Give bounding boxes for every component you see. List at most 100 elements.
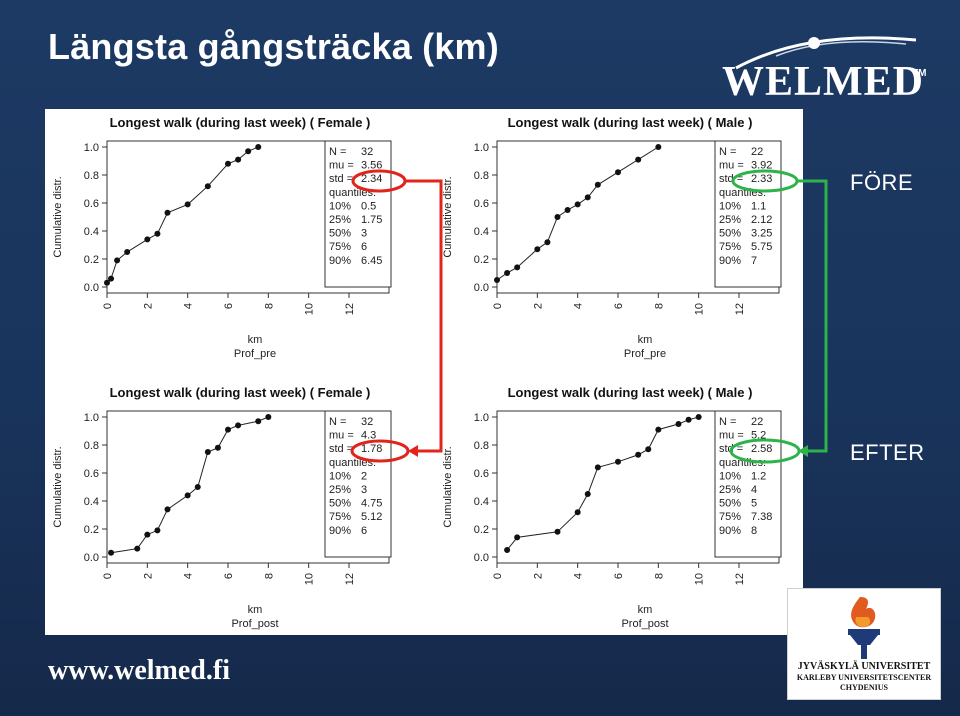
legend-key: 10% [329, 200, 351, 212]
data-point [154, 527, 161, 534]
legend-value: 7 [751, 255, 757, 267]
x-tick-label: 4 [573, 303, 585, 309]
legend-key: 75% [329, 511, 351, 523]
legend-key: 90% [329, 525, 351, 537]
chart-1: Longest walk (during last week) ( Female… [52, 115, 392, 360]
data-point [204, 183, 211, 190]
legend-key: 75% [719, 241, 741, 253]
chart-2: Longest walk (during last week) ( Male )… [442, 115, 782, 360]
legend-key: 25% [719, 214, 741, 226]
x-tick-label: 8 [653, 573, 665, 579]
x-tick-label: 0 [102, 303, 114, 309]
legend-key: 50% [329, 228, 351, 240]
university-chydenius: CHYDENIUS [839, 683, 888, 692]
legend-key: quantiles: [329, 457, 376, 469]
data-point [144, 531, 151, 538]
legend-box [324, 410, 392, 558]
legend-key: mu = [329, 160, 354, 172]
data-point [655, 426, 662, 433]
x-tick-label: 12 [734, 573, 746, 585]
x-tick-label: 2 [532, 573, 544, 579]
legend-key: std = [719, 173, 743, 185]
data-point [544, 239, 551, 246]
legend-key: quantiles: [719, 187, 766, 199]
slide-title: Längsta gångsträcka (km) [48, 26, 499, 67]
footer-url: www.welmed.fi [48, 655, 230, 686]
legend-value: 22 [751, 416, 763, 428]
data-point [685, 416, 692, 423]
legend-key: 25% [329, 214, 351, 226]
data-point [225, 426, 231, 433]
x-tick-label: 2 [142, 303, 154, 309]
data-point [265, 414, 272, 420]
welmed-logo: WELMED TM [716, 30, 946, 110]
legend-key: N = [329, 146, 346, 158]
data-point [164, 209, 171, 216]
data-point [255, 418, 262, 425]
data-point [635, 451, 642, 458]
data-point [514, 264, 521, 271]
legend-key: std = [329, 443, 353, 455]
y-tick-label: 0.4 [474, 496, 489, 508]
y-tick-label: 0.8 [474, 440, 489, 452]
data-point [108, 549, 115, 556]
x-tick-label: 10 [304, 573, 316, 585]
data-point [514, 534, 521, 541]
chart-3: Longest walk (during last week) ( Female… [52, 385, 392, 630]
y-tick-label: 0.0 [474, 282, 489, 294]
x-axis-label: km [638, 604, 653, 616]
data-point [534, 246, 541, 253]
data-point [635, 156, 642, 163]
legend-key: 75% [329, 241, 351, 253]
data-point [584, 194, 591, 201]
y-tick-label: 1.0 [474, 142, 489, 154]
y-tick-label: 0.4 [84, 226, 99, 238]
legend-key: 75% [719, 511, 741, 523]
data-point [235, 422, 242, 429]
data-point [114, 257, 121, 264]
x-tick-label: 10 [304, 303, 316, 315]
x-tick-label: 10 [694, 573, 706, 585]
x-tick-label: 6 [613, 303, 625, 309]
data-point [225, 160, 231, 167]
data-point [214, 444, 221, 451]
legend-key: N = [329, 416, 346, 428]
x-tick-label: 8 [653, 303, 665, 309]
y-tick-label: 0.2 [474, 524, 489, 536]
chart-title: Longest walk (during last week) ( Female… [110, 385, 371, 400]
y-tick-label: 0.0 [84, 552, 99, 564]
legend-key: 25% [719, 484, 741, 496]
logo-swoosh-icon [735, 36, 917, 70]
university-logo: JYVÄSKYLÄ UNIVERSITET KARLEBY UNIVERSITE… [787, 588, 941, 700]
x-tick-label: 6 [223, 573, 235, 579]
legend-value: 2.34 [361, 173, 382, 185]
legend-key: 10% [719, 470, 741, 482]
y-axis-label: Cumulative distr. [442, 446, 454, 527]
x-tick-label: 2 [142, 573, 154, 579]
legend-value: 6 [361, 241, 367, 253]
y-tick-label: 0.0 [84, 282, 99, 294]
y-tick-label: 0.6 [84, 468, 99, 480]
legend-value: 4.3 [361, 430, 376, 442]
legend-key: mu = [719, 160, 744, 172]
y-tick-label: 0.6 [84, 198, 99, 210]
x-tick-label: 8 [263, 303, 275, 309]
legend-key: mu = [719, 430, 744, 442]
x-tick-label: 10 [694, 303, 706, 315]
x-axis-sublabel: Prof_post [621, 618, 668, 630]
legend-box [714, 410, 782, 558]
data-point [504, 547, 511, 553]
y-tick-label: 0.2 [84, 254, 99, 266]
x-tick-label: 6 [223, 303, 235, 309]
legend-value: 32 [361, 146, 373, 158]
series-line [106, 146, 259, 284]
data-point [134, 545, 141, 552]
data-point [104, 279, 110, 286]
legend-box [324, 140, 392, 288]
legend-key: 50% [719, 498, 741, 510]
x-tick-label: 4 [183, 573, 195, 579]
data-point [194, 484, 201, 490]
legend-value: 3.56 [361, 160, 382, 172]
y-tick-label: 0.8 [474, 170, 489, 182]
chart-4: Longest walk (during last week) ( Male )… [442, 385, 782, 630]
